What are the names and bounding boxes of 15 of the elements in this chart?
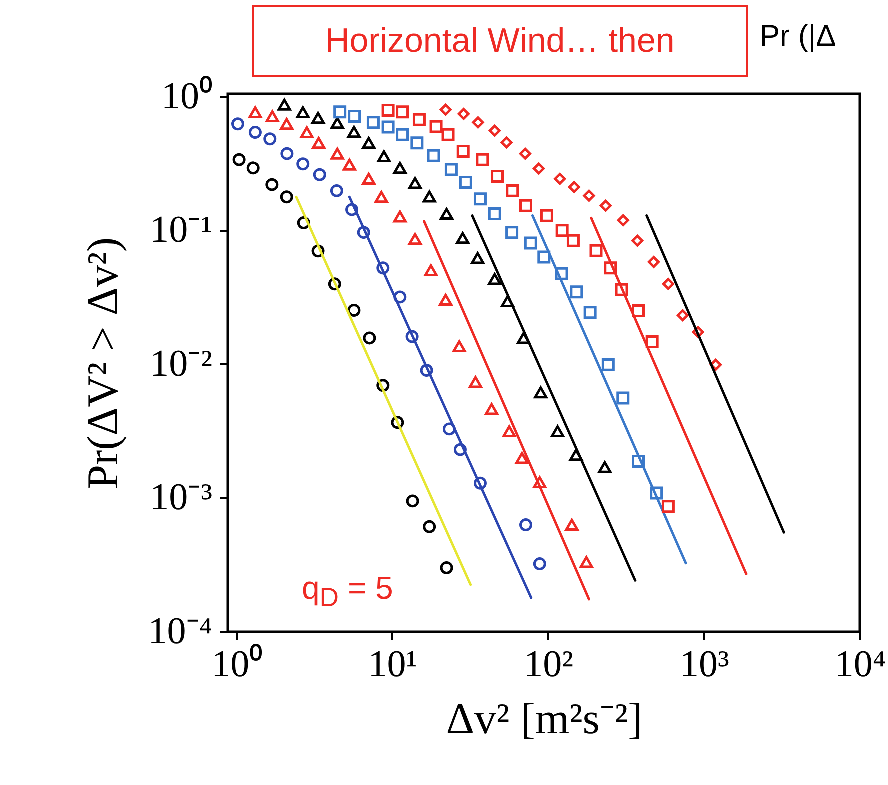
y-tick-label: 10⁰ [162,75,212,118]
x-tick-label: 10⁰ [212,644,263,686]
x-tick-label: 10¹ [368,644,418,686]
x-tick-label: 10³ [680,644,730,686]
x-axis-title: Δv² [m²s⁻²] [446,694,643,744]
chart-title: Horizontal Wind… then [252,5,748,77]
annotation: q$_{D}$ = 5 [302,570,394,614]
x-tick-label: 10⁴ [834,644,886,686]
y-tick-label: 10⁻³ [150,476,212,519]
y-axis-title: Pr(ΔV² > Δv²) [78,238,128,490]
x-tick-label: 10² [524,644,574,686]
y-tick-label: 10⁻² [150,342,212,385]
y-tick-label: 10⁻¹ [150,209,212,252]
text: Pr (|Δ [760,20,836,54]
y-tick-label: 10⁻⁴ [148,610,212,652]
